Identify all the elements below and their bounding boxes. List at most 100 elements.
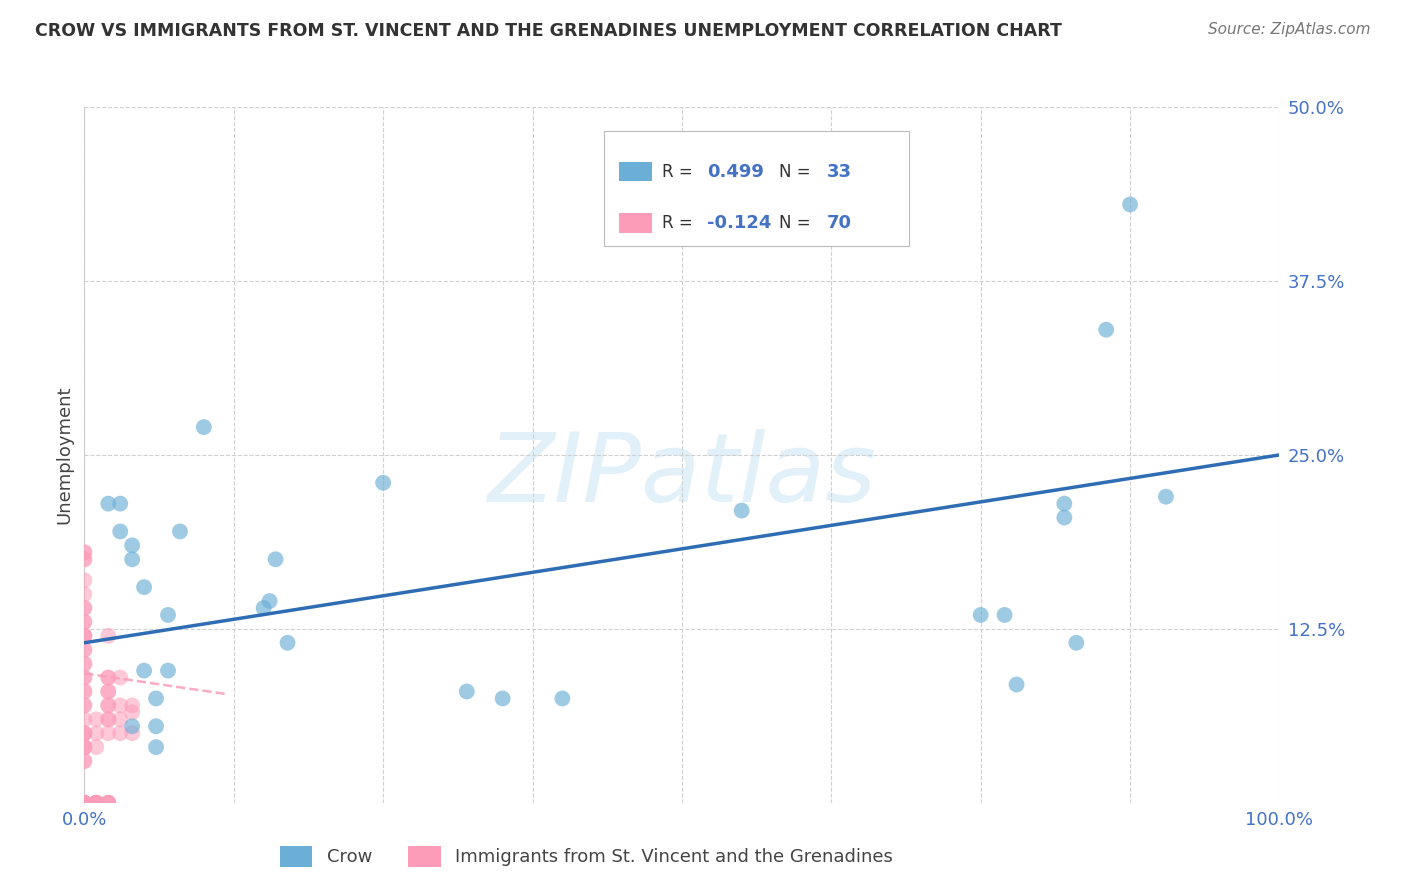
Point (73, 545, 96, 559)
Point (145, 719, 167, 733)
Point (73, 754, 96, 768)
Point (84, 796, 107, 810)
Point (193, 420, 215, 434)
Point (73, 601, 96, 615)
Point (84, 796, 107, 810)
Point (1154, 490, 1177, 504)
Point (73, 657, 96, 671)
Text: 0.499: 0.499 (707, 162, 763, 180)
Text: -0.124: -0.124 (707, 214, 772, 232)
Text: 33: 33 (827, 162, 852, 180)
FancyBboxPatch shape (605, 131, 908, 246)
Point (157, 607, 180, 622)
Point (73, 684, 96, 698)
Point (145, 740, 167, 755)
Point (110, 698, 132, 713)
Point (121, 552, 143, 566)
Point (73, 573, 96, 587)
Point (110, 524, 132, 539)
Point (145, 691, 167, 706)
Point (169, 524, 191, 539)
Point (731, 503, 754, 517)
Point (121, 719, 143, 733)
Point (121, 538, 143, 552)
Point (73, 796, 96, 810)
Point (73, 615, 96, 629)
Point (73, 552, 96, 566)
Point (492, 691, 515, 706)
Point (157, 664, 180, 678)
Point (97, 712, 120, 726)
Point (73, 629, 96, 643)
Bar (619, 213, 652, 233)
Text: ZIPatlas: ZIPatlas (488, 429, 876, 523)
Point (97, 629, 120, 643)
Point (84, 796, 107, 810)
Point (97, 726, 120, 740)
Point (73, 796, 96, 810)
Point (84, 796, 107, 810)
Point (73, 712, 96, 726)
Point (97, 796, 120, 810)
Text: R =: R = (662, 214, 697, 232)
Point (97, 671, 120, 685)
Point (73, 726, 96, 740)
Point (1053, 510, 1076, 524)
Point (73, 552, 96, 566)
Point (97, 796, 120, 810)
Point (73, 796, 96, 810)
Point (97, 671, 120, 685)
Point (73, 796, 96, 810)
Point (84, 796, 107, 810)
Point (993, 607, 1015, 622)
Point (371, 475, 394, 490)
Point (73, 740, 96, 755)
Point (73, 796, 96, 810)
Point (456, 684, 478, 698)
Point (121, 726, 143, 740)
Point (110, 671, 132, 685)
Text: N =: N = (779, 162, 815, 180)
Point (97, 712, 120, 726)
Point (73, 740, 96, 755)
Point (121, 698, 143, 713)
Point (97, 698, 120, 713)
Point (73, 796, 96, 810)
Point (121, 706, 143, 720)
Text: 70: 70 (827, 214, 852, 232)
Point (84, 726, 107, 740)
Point (73, 671, 96, 685)
Point (73, 726, 96, 740)
Point (97, 796, 120, 810)
Point (132, 664, 156, 678)
Bar (619, 161, 652, 181)
Point (1005, 677, 1028, 691)
Point (264, 552, 287, 566)
Point (73, 629, 96, 643)
Point (73, 657, 96, 671)
Point (73, 726, 96, 740)
Point (551, 691, 574, 706)
Point (132, 580, 156, 594)
Legend: Crow, Immigrants from St. Vincent and the Grenadines: Crow, Immigrants from St. Vincent and th… (273, 838, 900, 874)
Point (253, 601, 276, 615)
Point (73, 642, 96, 657)
Point (97, 796, 120, 810)
Point (73, 684, 96, 698)
Point (259, 594, 281, 608)
Point (97, 698, 120, 713)
Point (73, 796, 96, 810)
Point (97, 684, 120, 698)
Text: R =: R = (662, 162, 697, 180)
Point (73, 796, 96, 810)
Point (110, 497, 132, 511)
Point (73, 642, 96, 657)
Point (73, 754, 96, 768)
Point (73, 545, 96, 559)
Point (73, 601, 96, 615)
Point (84, 796, 107, 810)
Point (970, 607, 993, 622)
Point (97, 684, 120, 698)
Text: Source: ZipAtlas.com: Source: ZipAtlas.com (1208, 22, 1371, 37)
Point (1066, 636, 1088, 650)
